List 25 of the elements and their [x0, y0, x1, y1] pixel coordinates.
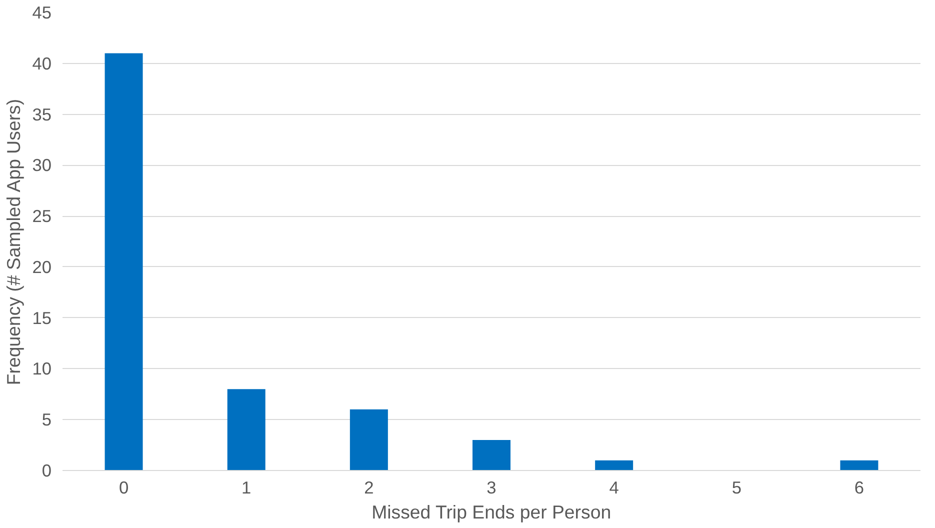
- bar: [472, 440, 510, 470]
- bar: [350, 409, 388, 470]
- bar: [840, 460, 878, 470]
- y-tick-label: 10: [32, 358, 52, 379]
- x-tick-label: 4: [609, 478, 620, 498]
- x-tick-label: 5: [732, 478, 742, 498]
- y-tick-label: 0: [42, 460, 52, 480]
- bar: [595, 460, 634, 470]
- x-tick-label: 2: [364, 478, 374, 498]
- y-tick-label: 25: [32, 206, 52, 226]
- y-tick-label: 35: [32, 104, 52, 124]
- x-tick-label: 1: [242, 478, 252, 498]
- x-tick-label: 0: [118, 478, 129, 498]
- y-tick-label: 45: [32, 2, 52, 22]
- x-tick-label: 3: [486, 478, 496, 498]
- y-tick-label: 40: [32, 53, 52, 74]
- y-axis-title: Frequency (# Sampled App Users): [3, 98, 24, 386]
- y-tick-label: 15: [32, 308, 52, 328]
- y-tick-label: 30: [32, 155, 52, 176]
- bar: [104, 53, 143, 470]
- y-tick-label: 20: [32, 256, 52, 277]
- bar: [227, 389, 266, 470]
- x-tick-label: 6: [854, 478, 864, 498]
- x-axis-title: Missed Trip Ends per Person: [372, 502, 612, 522]
- y-tick-label: 5: [42, 410, 52, 430]
